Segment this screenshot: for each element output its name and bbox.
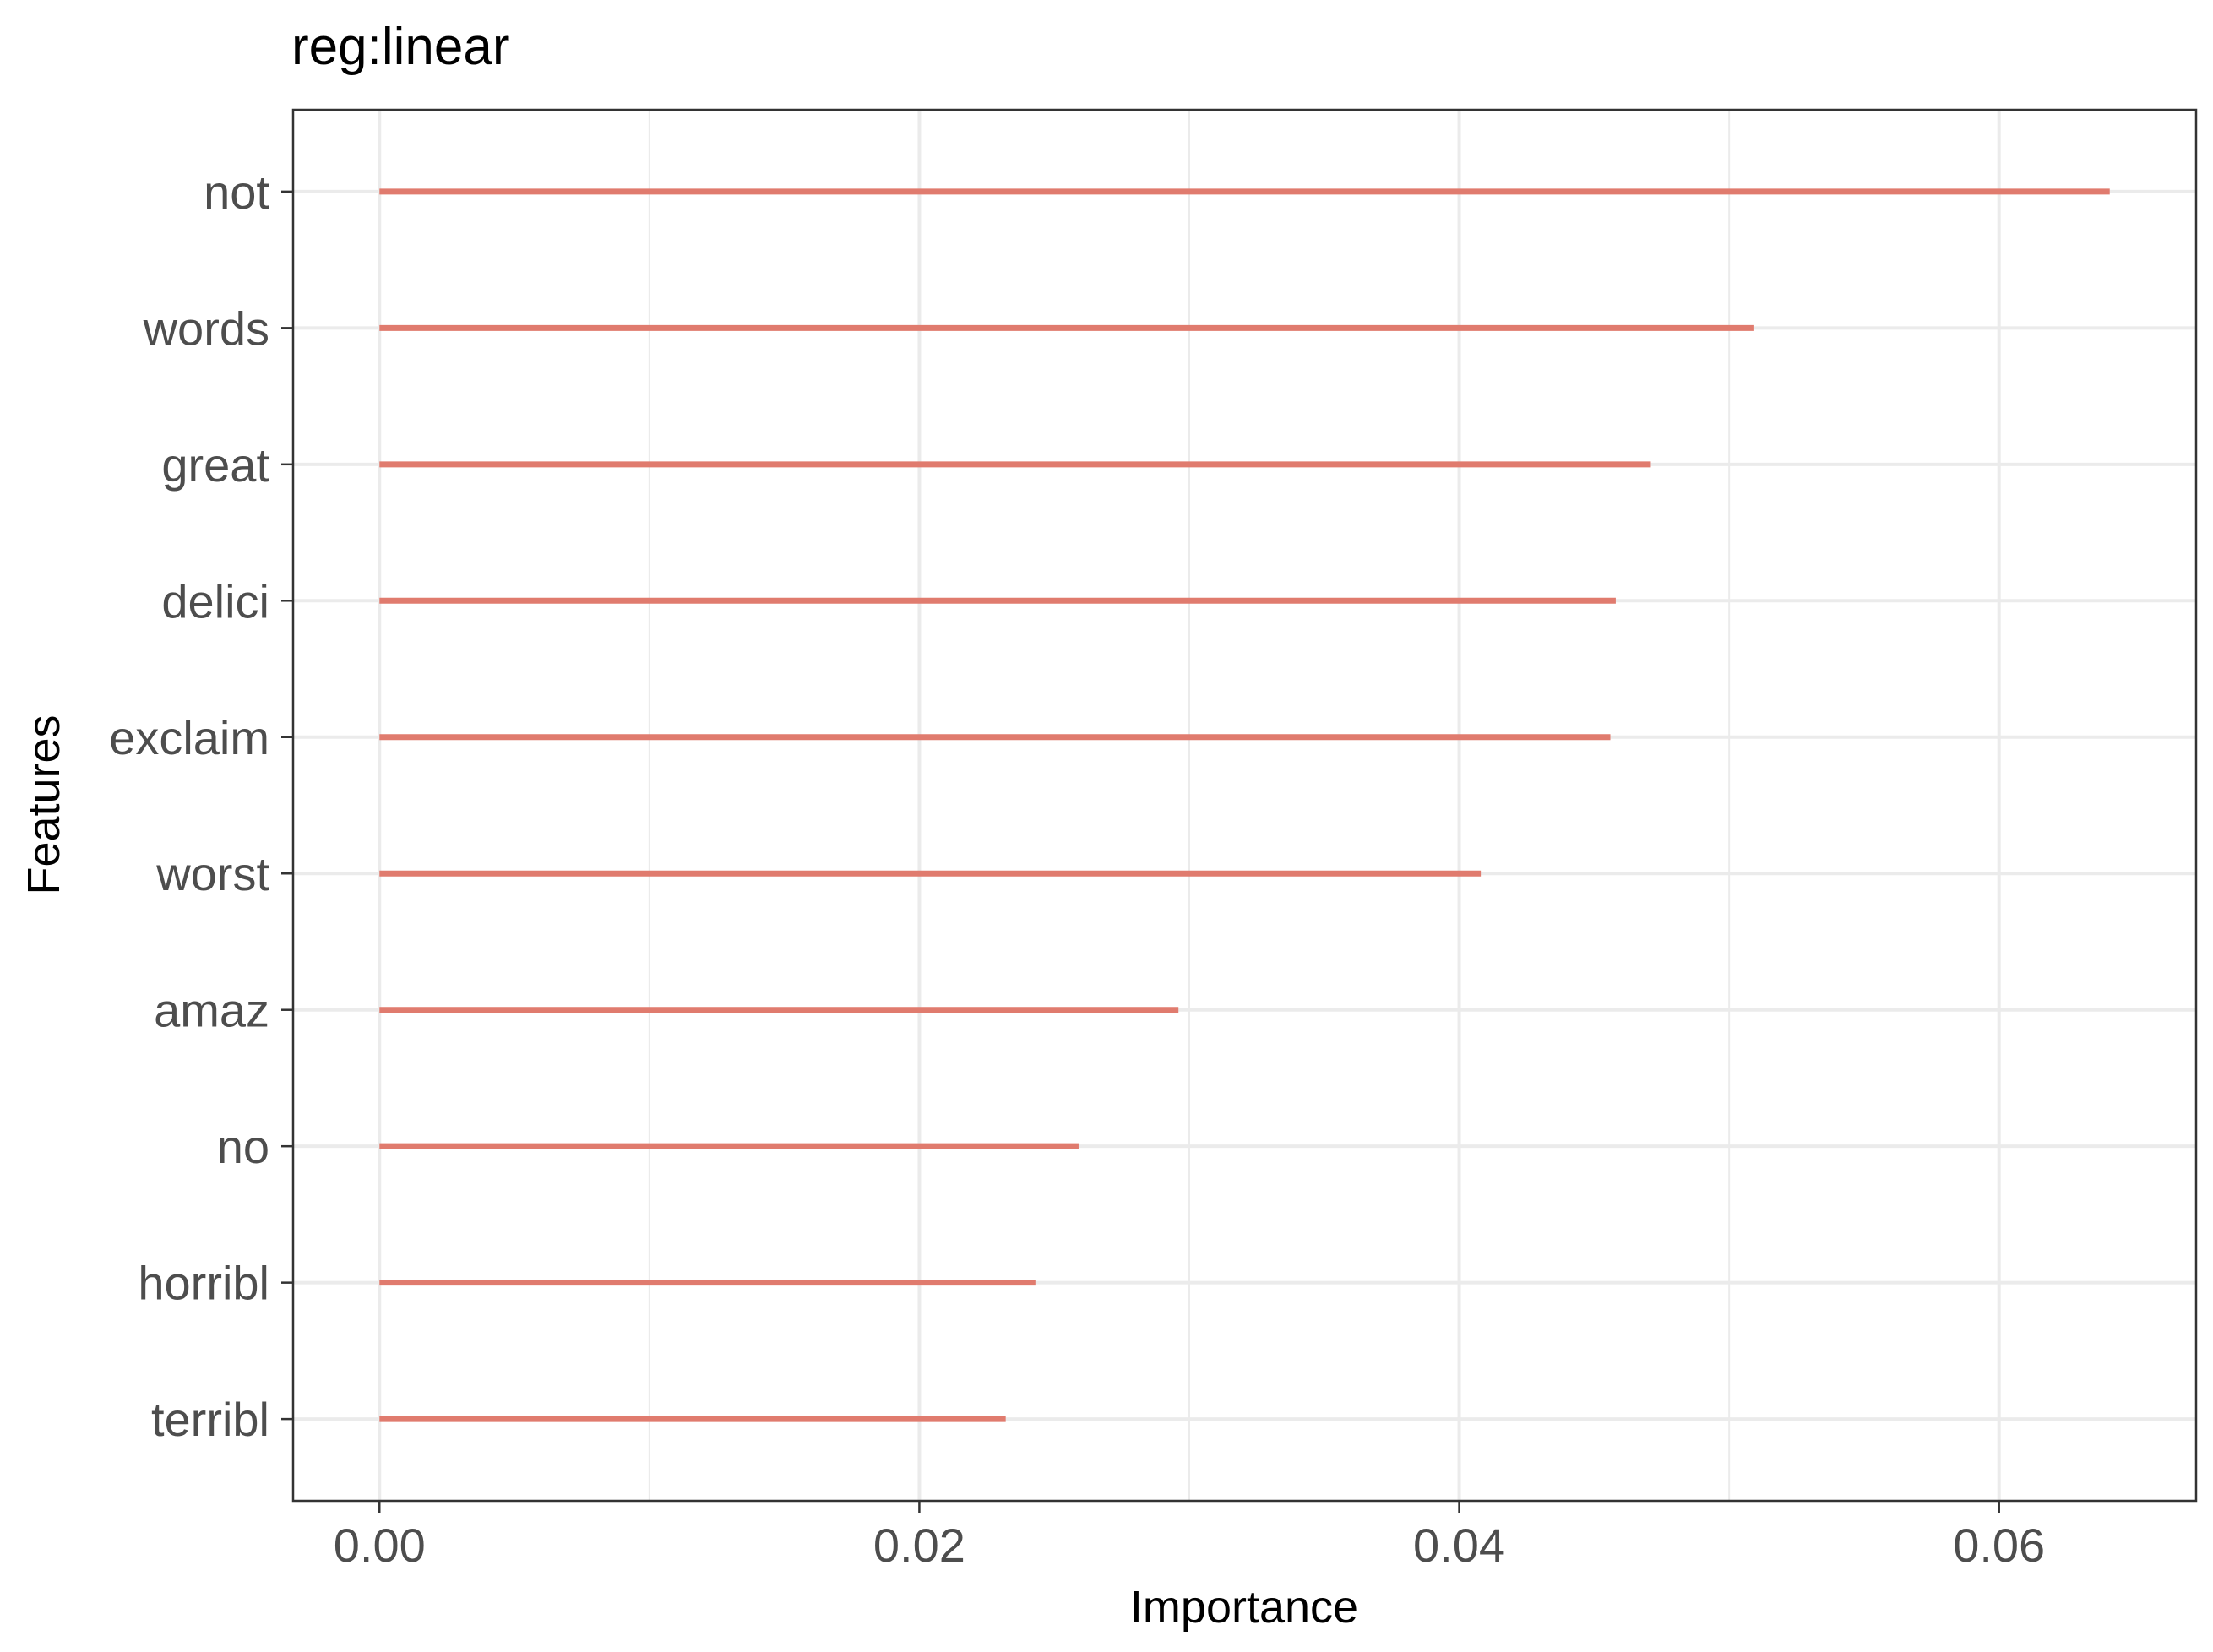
x-axis-title: Importance [1130,1582,1358,1633]
bars [379,188,2110,1422]
x-tick-label: 0.06 [1953,1519,2045,1572]
y-tick-label-amaz: amaz [154,984,269,1037]
chart-title: reg:linear [291,18,509,76]
panel-border [291,108,2198,1503]
y-tick-label-exclaim: exclaim [109,711,269,764]
x-tick-label: 0.04 [1413,1519,1505,1572]
y-tick-label-terribl: terribl [151,1393,269,1446]
x-axis: 0.00 0.02 0.04 0.06 [334,1501,2045,1572]
y-tick-label-horribl: horribl [138,1257,269,1310]
y-tick-label-worst: worst [155,847,269,900]
y-axis-title: Features [19,715,69,894]
y-tick-label-delici: delici [161,574,269,628]
y-tick-label-words: words [143,302,269,355]
x-tick-label: 0.00 [334,1519,426,1572]
y-tick-label-not: not [204,166,269,219]
y-axis: not words great delici exclaim worst amaz no hor… [109,166,293,1446]
grid-lines [293,110,2196,1501]
x-tick-label: 0.02 [873,1519,965,1572]
y-tick-label-great: great [161,438,269,492]
y-tick-label-no: no [217,1120,269,1173]
